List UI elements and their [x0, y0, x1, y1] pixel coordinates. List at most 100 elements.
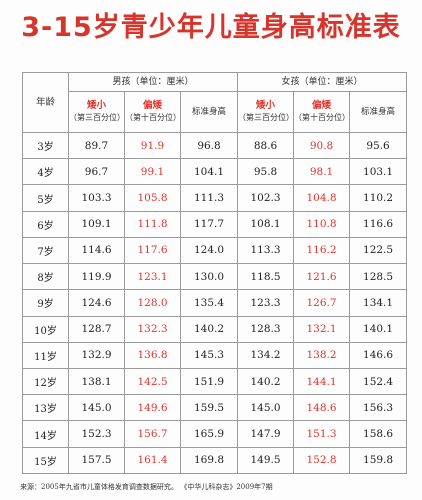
table-row: 9岁 124.6 128.0 135.4 123.3 126.7 134.1: [22, 289, 408, 317]
table-row: 15岁 157.5 161.4 169.8 149.5 152.8 159.8: [22, 446, 408, 475]
boy-short-header: 偏矮 （第十百分位）: [124, 91, 181, 133]
girl-dwarf-cell: 95.8: [237, 158, 295, 186]
girl-short-cell: 132.1: [293, 315, 351, 343]
table-row: 5岁 103.3 105.8 111.3 102.3 104.8 110.2: [22, 184, 408, 212]
table-row: 4岁 96.7 99.1 104.1 95.8 98.1 103.1: [22, 158, 408, 186]
table-row: 10岁 128.7 132.3 140.2 128.3 132.1 140.1: [22, 315, 408, 343]
table-row: 14岁 152.3 156.7 165.9 147.9 151.3 158.6: [22, 420, 408, 448]
girl-dwarf-cell: 149.5: [237, 446, 295, 475]
girl-standard-cell: 134.1: [349, 289, 408, 317]
girl-standard-cell: 122.5: [349, 236, 408, 265]
age-cell: 5岁: [22, 184, 69, 212]
girl-dwarf-cell: 145.0: [237, 394, 295, 422]
age-cell: 13岁: [22, 394, 69, 422]
table-row: 11岁 132.9 136.8 145.3 134.2 138.2 146.6: [22, 341, 408, 369]
boy-standard-cell: 104.1: [179, 158, 239, 186]
boy-dwarf-cell: 96.7: [68, 158, 125, 186]
girl-standard-header: 标准身高: [349, 91, 408, 133]
girl-standard-cell: 103.1: [349, 158, 408, 186]
table-row: 6岁 109.1 111.8 117.7 108.1 110.8 116.6: [22, 210, 408, 238]
boy-dwarf-cell: 109.1: [68, 210, 125, 238]
boy-short-cell: 117.6: [124, 236, 181, 265]
girl-dwarf-cell: 113.3: [237, 236, 295, 265]
boy-standard-cell: 111.3: [179, 184, 239, 212]
boy-short-cell: 111.8: [124, 210, 181, 238]
boy-standard-cell: 124.0: [179, 236, 239, 265]
girl-dwarf-cell: 123.3: [237, 289, 295, 317]
girl-standard-cell: 140.1: [349, 315, 408, 343]
girl-short-cell: 90.8: [293, 131, 351, 160]
age-cell: 11岁: [22, 341, 69, 369]
age-column-header: 年龄: [22, 72, 69, 133]
boy-short-cell: 149.6: [124, 394, 181, 422]
girl-short-cell: 138.2: [293, 341, 351, 369]
boy-dwarf-cell: 138.1: [68, 367, 125, 396]
boy-short-cell: 136.8: [124, 341, 181, 369]
age-cell: 15岁: [22, 446, 69, 475]
boy-standard-cell: 140.2: [179, 315, 239, 343]
boys-group-header: 男孩（单位：厘米）: [67, 72, 239, 92]
girl-standard-cell: 110.2: [349, 184, 408, 212]
girl-standard-cell: 156.3: [349, 394, 408, 422]
tenth-percentile-note: （第十百分位）: [125, 113, 181, 122]
boy-standard-cell: 135.4: [179, 289, 239, 317]
girls-group-header: 女孩（单位：厘米）: [237, 72, 408, 92]
boy-short-cell: 105.8: [124, 184, 181, 212]
girl-standard-cell: 116.6: [349, 210, 408, 238]
girl-short-cell: 104.8: [293, 184, 351, 212]
table-body: 3岁 89.7 91.9 96.8 88.6 90.8 95.6 4岁 96.7 99.1 104.…: [22, 131, 408, 475]
short-label: 偏矮: [312, 100, 332, 111]
boy-standard-cell: 145.3: [179, 341, 239, 369]
boy-short-cell: 156.7: [124, 420, 181, 448]
age-cell: 9岁: [22, 289, 69, 317]
table-row: 12岁 138.1 142.5 151.9 140.2 144.1 152.4: [22, 367, 408, 396]
girl-short-cell: 98.1: [293, 158, 351, 186]
girl-dwarf-cell: 88.6: [237, 131, 295, 160]
girl-dwarf-cell: 140.2: [237, 367, 295, 396]
boy-standard-cell: 96.8: [179, 131, 239, 160]
boy-dwarf-cell: 114.6: [68, 236, 125, 265]
age-cell: 12岁: [22, 367, 69, 396]
girl-dwarf-cell: 108.1: [237, 210, 295, 238]
girl-dwarf-cell: 102.3: [237, 184, 295, 212]
boy-short-cell: 91.9: [124, 131, 181, 160]
boy-dwarf-cell: 157.5: [68, 446, 125, 475]
girl-dwarf-cell: 147.9: [237, 420, 295, 448]
girl-short-cell: 116.2: [293, 236, 351, 265]
short-label: 偏矮: [142, 100, 162, 111]
girl-standard-cell: 95.6: [349, 131, 408, 160]
table-row: 3岁 89.7 91.9 96.8 88.6 90.8 95.6: [22, 131, 408, 160]
boy-standard-cell: 151.9: [179, 367, 239, 396]
girl-dwarf-header: 矮小 （第三百分位）: [237, 91, 295, 133]
age-cell: 6岁: [22, 210, 69, 238]
footnote-journal: 《中华儿科杂志》2009年7期: [183, 483, 273, 491]
page-title: 3-15岁青少年儿童身高标准表: [21, 12, 401, 43]
girl-short-cell: 144.1: [293, 367, 351, 396]
girl-dwarf-cell: 128.3: [237, 315, 295, 343]
age-cell: 10岁: [22, 315, 69, 343]
table-row: 7岁 114.6 117.6 124.0 113.3 116.2 122.5: [22, 236, 408, 265]
boy-dwarf-cell: 103.3: [68, 184, 125, 212]
boy-dwarf-cell: 119.9: [68, 263, 125, 291]
girl-short-cell: 121.6: [293, 263, 351, 291]
boy-short-cell: 142.5: [124, 367, 181, 396]
boy-standard-cell: 159.5: [179, 394, 239, 422]
age-cell: 8岁: [22, 263, 69, 291]
girl-short-cell: 148.6: [293, 394, 351, 422]
tenth-percentile-note: （第十百分位）: [294, 113, 351, 122]
table-row: 8岁 119.9 123.1 130.0 118.5 121.6 128.5: [22, 263, 408, 291]
table-row: 13岁 145.0 149.6 159.5 145.0 148.6 156.3: [22, 394, 408, 422]
third-percentile-note: （第三百分位）: [69, 113, 125, 122]
girl-short-header: 偏矮 （第十百分位）: [293, 91, 351, 133]
height-table-container: 年龄 男孩（单位：厘米） 女孩（单位：厘米） 矮小 （第三百分位） 偏矮 （第十…: [22, 72, 408, 475]
boy-standard-cell: 165.9: [179, 420, 239, 448]
boy-dwarf-cell: 132.9: [68, 341, 125, 369]
girl-dwarf-cell: 134.2: [237, 341, 295, 369]
age-cell: 4岁: [22, 158, 69, 186]
boy-standard-cell: 169.8: [179, 446, 239, 475]
footnote-source: 来源：2005年九省市儿童体格发育调查数据研究。: [20, 483, 178, 491]
boy-short-cell: 161.4: [124, 446, 181, 475]
dwarf-label: 矮小: [256, 100, 276, 111]
boy-dwarf-cell: 145.0: [68, 394, 125, 422]
girl-standard-cell: 159.8: [349, 446, 408, 475]
